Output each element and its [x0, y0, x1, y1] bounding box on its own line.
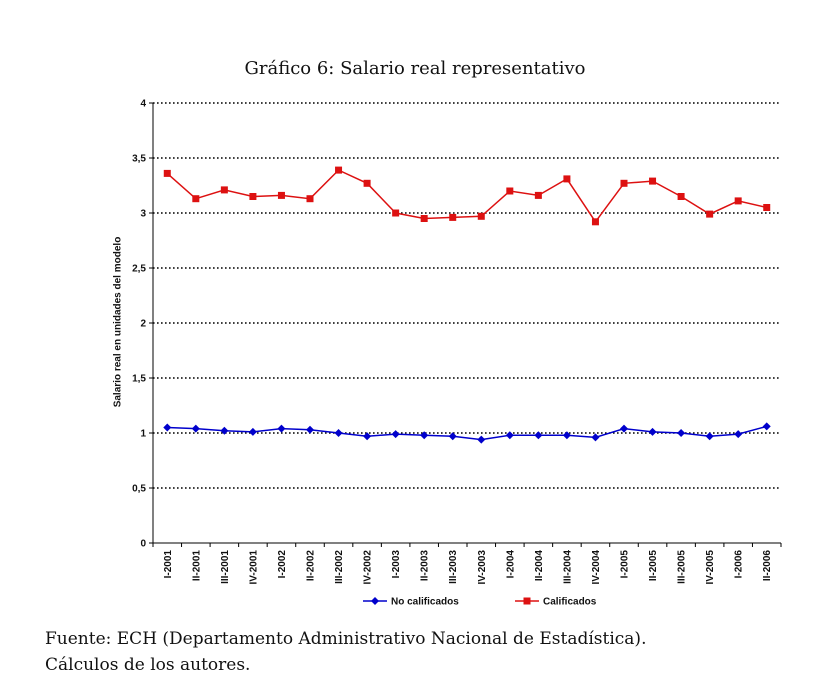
data-point	[762, 422, 771, 431]
series-line	[167, 425, 767, 441]
data-point	[734, 430, 743, 439]
data-point	[163, 423, 172, 432]
data-point	[420, 431, 429, 440]
series-line	[166, 169, 767, 224]
source-line-2: Cálculos de los autores.	[45, 655, 251, 675]
data-point	[562, 431, 571, 440]
x-tick-label: IV-2001	[248, 550, 259, 585]
x-tick-label: II-2002	[306, 550, 317, 582]
data-point	[706, 210, 714, 218]
data-point	[734, 197, 742, 205]
data-point	[277, 191, 285, 199]
x-tick-label: III-2004	[562, 550, 573, 584]
data-point	[391, 430, 400, 439]
data-point	[371, 597, 379, 605]
data-point	[334, 429, 343, 437]
data-point	[420, 215, 428, 222]
x-tick-label: I-2003	[391, 550, 402, 579]
y-axis-ticks: 0 0,5 1 1,5 2 2,5 3 3,5 4	[132, 99, 153, 550]
legend-item: Calificados	[515, 597, 597, 608]
data-point	[591, 433, 600, 442]
data-point	[620, 424, 628, 433]
data-point	[506, 187, 514, 195]
data-point	[363, 179, 371, 187]
data-point	[192, 195, 200, 203]
y-tick-label: 0	[140, 539, 146, 550]
legend: No calificados Calificados	[363, 597, 597, 608]
x-tick-label: I-2001	[163, 550, 174, 579]
x-tick-label: III-2003	[448, 550, 459, 584]
data-point	[534, 431, 543, 440]
x-tick-label: II-2006	[762, 550, 773, 582]
data-point	[505, 431, 514, 440]
data-point	[335, 166, 343, 174]
data-point	[563, 175, 571, 183]
data-point	[705, 432, 714, 441]
x-tick-label: III-2005	[677, 550, 688, 584]
y-tick-label: 0,5	[132, 484, 146, 495]
series-no-calificados	[163, 422, 771, 444]
data-point	[477, 212, 485, 220]
y-tick-label: 2,5	[132, 264, 146, 275]
data-point	[523, 597, 531, 605]
data-point	[363, 432, 372, 441]
data-point	[677, 193, 685, 200]
data-point	[248, 427, 257, 436]
chart-title: Gráfico 6: Salario real representativo	[244, 58, 586, 79]
legend-label: Calificados	[543, 597, 597, 608]
x-tick-label: II-2005	[648, 550, 659, 582]
data-point	[220, 426, 229, 435]
data-point	[448, 432, 457, 441]
data-point	[191, 424, 200, 433]
source-note: Fuente: ECH (Departamento Administrativo…	[45, 626, 646, 678]
x-tick-label: I-2005	[620, 550, 631, 579]
x-tick-label: I-2002	[277, 550, 288, 579]
y-tick-label: 3,5	[132, 154, 146, 165]
gridlines	[153, 102, 781, 489]
y-tick-label: 1	[140, 429, 146, 440]
series-calificados	[163, 166, 771, 226]
y-tick-label: 1,5	[132, 374, 146, 385]
axes	[152, 103, 781, 544]
source-line-1: Fuente: ECH (Departamento Administrativo…	[45, 629, 647, 649]
data-point	[591, 218, 599, 226]
x-axis-ticks: I-2001 II-2001 III-2001 IV-2001 I-2002 II-200…	[152, 543, 782, 585]
legend-item: No calificados	[363, 597, 459, 608]
data-point	[534, 191, 542, 199]
y-tick-label: 3	[140, 209, 146, 220]
x-tick-label: II-2001	[191, 550, 202, 582]
data-point	[763, 204, 771, 211]
data-point	[649, 177, 657, 185]
series-layer	[163, 166, 771, 444]
data-point	[277, 424, 286, 433]
x-tick-label: II-2004	[534, 550, 545, 582]
x-tick-label: IV-2003	[477, 550, 488, 585]
data-point	[477, 435, 486, 444]
data-point	[648, 427, 657, 436]
data-point	[306, 195, 314, 203]
x-tick-label: IV-2005	[705, 550, 716, 585]
data-point	[677, 429, 686, 437]
x-tick-label: IV-2002	[363, 550, 374, 585]
x-tick-label: IV-2004	[591, 550, 602, 585]
x-tick-label: II-2003	[420, 550, 431, 582]
y-tick-label: 4	[140, 99, 146, 110]
x-tick-label: III-2001	[220, 550, 231, 584]
data-point	[620, 179, 628, 187]
legend-label: No calificados	[391, 597, 459, 608]
x-tick-label: III-2002	[334, 550, 345, 584]
data-point	[306, 425, 314, 434]
data-point	[249, 193, 257, 200]
x-tick-label: I-2004	[505, 550, 516, 579]
y-tick-label: 2	[140, 319, 146, 330]
x-tick-label: I-2006	[734, 550, 745, 579]
data-point	[392, 209, 400, 217]
data-point	[163, 169, 171, 177]
data-point	[449, 213, 457, 221]
data-point	[220, 186, 228, 194]
